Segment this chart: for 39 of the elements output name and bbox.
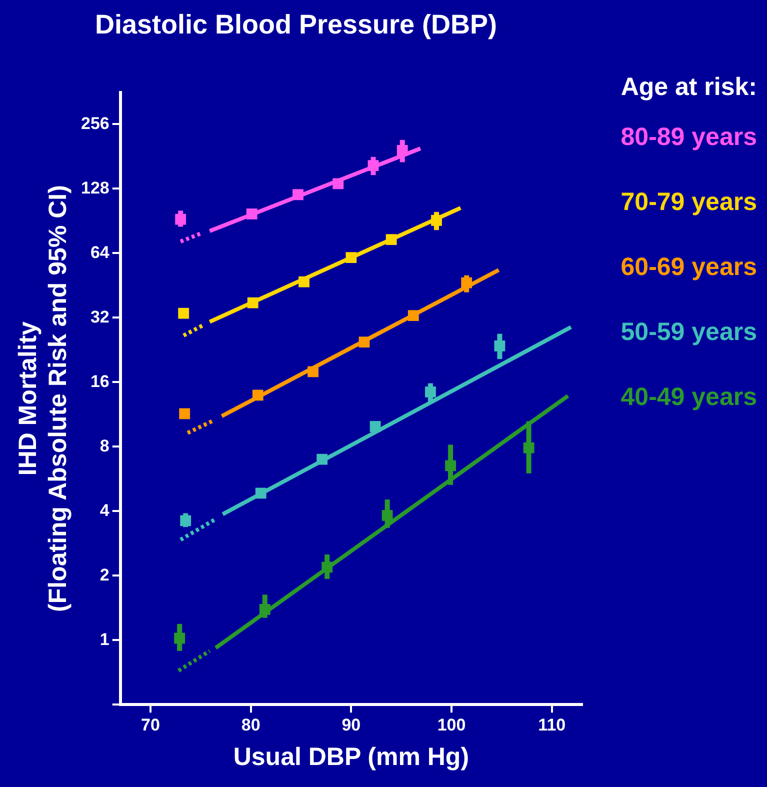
y-tick-label: 8 (100, 436, 110, 456)
point (316, 454, 328, 465)
x-axis-title: Usual DBP (mm Hg) (233, 742, 470, 771)
y-tick-label: 1 (100, 630, 110, 649)
x-tick-label: 110 (538, 715, 566, 734)
point (292, 189, 304, 200)
legend-title: Age at risk: (620, 72, 757, 103)
point (358, 336, 370, 348)
y-tick-label: 128 (80, 178, 110, 198)
y-tick-label: 32 (90, 307, 110, 326)
point (179, 408, 190, 420)
y-tick-label: 64 (90, 242, 110, 262)
point (346, 252, 357, 264)
text: 40-49 years (620, 382, 757, 413)
y-tick-label: 2 (100, 565, 110, 584)
x-tick-label: 70 (141, 715, 160, 734)
text: 70-79 years (620, 187, 757, 218)
point (246, 208, 258, 220)
x-tick-label: 100 (437, 715, 466, 734)
point (298, 276, 310, 288)
text: 80-89 years (620, 122, 757, 153)
point (408, 310, 419, 322)
point (252, 390, 264, 401)
text: 60-69 years (620, 252, 757, 283)
point (332, 178, 344, 190)
y-axis-title: IHD Mortality (Floating Absolute Risk and 95% CI) (14, 185, 72, 612)
chart-title: Diastolic Blood Pressure (DBP) (94, 10, 498, 40)
text: 50-59 years (620, 317, 757, 348)
y-tick-label: 256 (80, 114, 110, 133)
point (247, 297, 258, 308)
y-tick-label: 16 (90, 372, 110, 391)
x-tick-label: 90 (342, 715, 361, 734)
y-tick-label: 4 (100, 500, 110, 520)
point (308, 366, 318, 378)
x-tick-label: 80 (241, 715, 260, 734)
point (178, 308, 190, 319)
point (386, 234, 397, 246)
point (370, 421, 381, 432)
point (255, 488, 266, 499)
